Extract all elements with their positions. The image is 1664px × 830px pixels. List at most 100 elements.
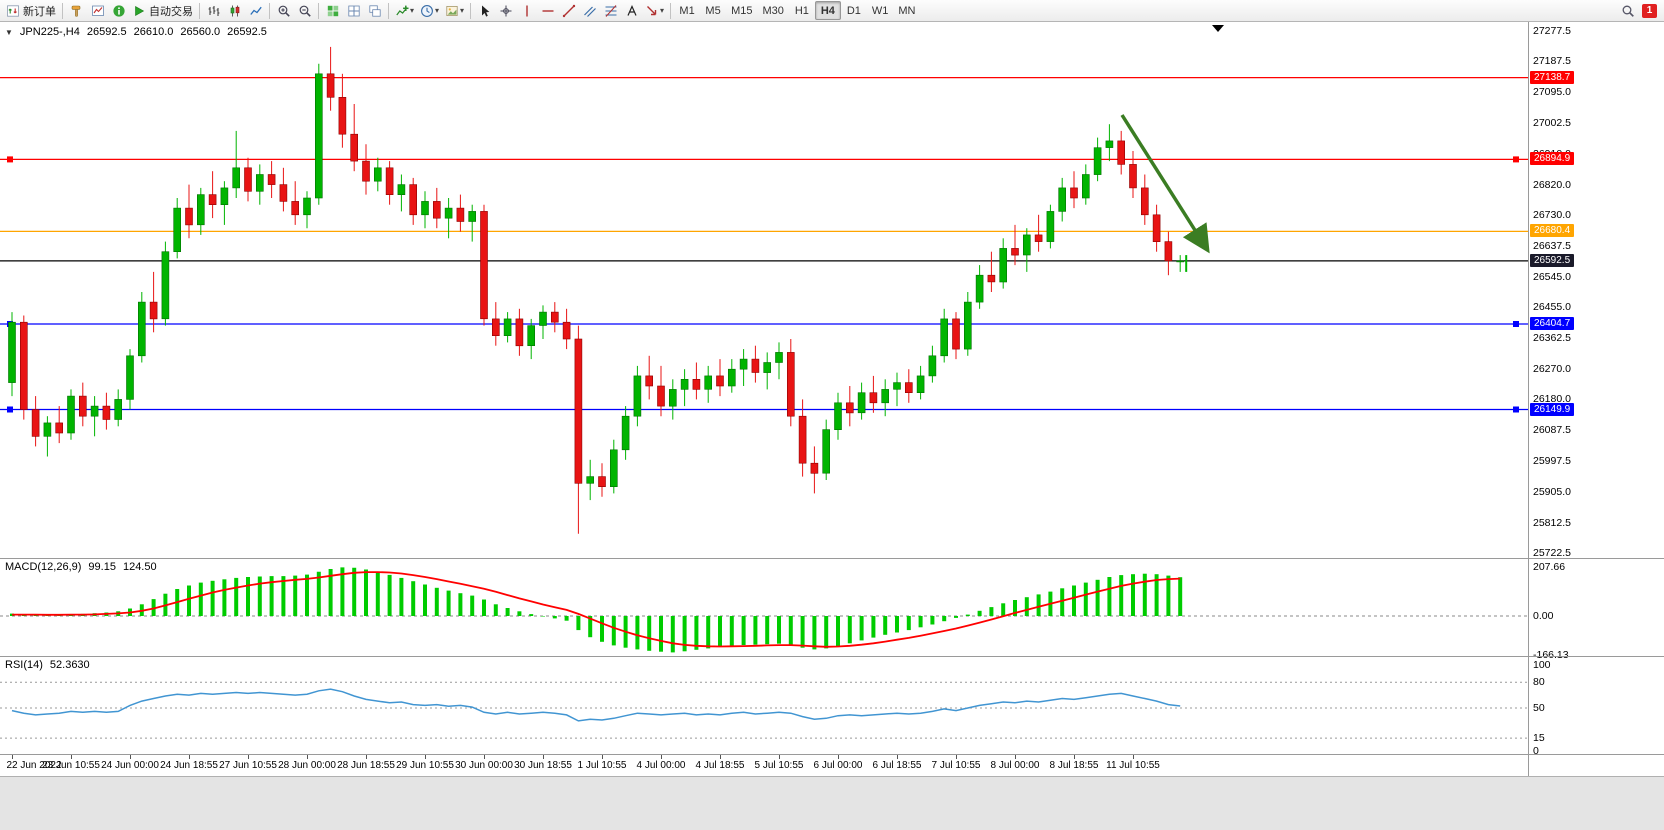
candle [1058, 177, 1066, 222]
arrange-windows-button[interactable] [343, 1, 364, 20]
level-line-26404.7[interactable] [0, 321, 1528, 327]
time-axis-tick [1133, 755, 1134, 759]
candle [397, 174, 406, 212]
timeframe-m15-button[interactable]: M15 [731, 4, 753, 17]
panel-divider[interactable] [0, 558, 1664, 559]
level-handle[interactable] [1513, 406, 1519, 413]
periods-button[interactable]: ▾ [417, 1, 442, 20]
hline-button[interactable] [537, 1, 558, 20]
level-handle[interactable] [7, 406, 13, 413]
candle [208, 171, 217, 219]
tools-button[interactable] [66, 1, 87, 20]
price-level-badge[interactable]: 26680.4 [1530, 224, 1575, 238]
price-level-badge[interactable]: 26894.9 [1530, 152, 1575, 166]
candle [197, 187, 205, 235]
macd-axis-label: -166.13 [1533, 649, 1569, 661]
level-handle[interactable] [7, 156, 13, 163]
macd-canvas[interactable] [0, 558, 1528, 656]
new-order-button[interactable]: 新订单 [3, 1, 59, 20]
price-axis-label: 25722.5 [1533, 547, 1571, 559]
time-axis-tick [1015, 755, 1016, 759]
autotrading-label: 自动交易 [149, 5, 193, 18]
fibonacci-button[interactable] [600, 1, 621, 20]
search-button[interactable] [1617, 1, 1638, 20]
macd-axis-label: 207.66 [1533, 561, 1566, 574]
tile-windows-button[interactable] [322, 1, 343, 20]
price-level-badge[interactable]: 26592.5 [1530, 253, 1575, 267]
cascade-windows-icon [368, 4, 382, 18]
new-order-icon [6, 4, 20, 18]
shapes-button[interactable]: ▾ [642, 1, 667, 20]
level-line-26149.9[interactable] [0, 406, 1528, 413]
chart-bars-button[interactable] [203, 1, 224, 20]
level-handle[interactable] [1513, 156, 1519, 163]
timeframe-m30-button[interactable]: M30 [762, 4, 784, 17]
cascade-windows-button[interactable] [364, 1, 385, 20]
level-line-26894.9[interactable] [0, 156, 1528, 163]
time-axis-tick [779, 755, 780, 759]
time-axis-label: 23 Jun 10:55 [42, 760, 100, 771]
channel-button[interactable] [579, 1, 600, 20]
chart-shift-marker[interactable] [1212, 25, 1224, 32]
price-axis-label: 25905.0 [1533, 485, 1571, 498]
level-handle[interactable] [1513, 321, 1519, 327]
panel-divider[interactable] [0, 656, 1664, 657]
indicators-button[interactable]: ▾ [392, 1, 417, 20]
timeframe-m5-button[interactable]: M5 [705, 4, 721, 17]
price-axis[interactable]: 27277.527187.527095.027002.526910.026820… [1529, 22, 1664, 776]
candle [185, 184, 193, 239]
hline-icon [541, 4, 555, 18]
templates-button[interactable]: ▾ [442, 1, 467, 20]
timeframe-h4-button[interactable]: H4 [814, 1, 841, 20]
candle [562, 308, 571, 350]
zoom-group [273, 1, 315, 20]
candle [916, 365, 925, 400]
trend-arrow[interactable] [1120, 114, 1210, 254]
text-button[interactable] [621, 1, 642, 20]
timeframe-w1-button[interactable]: W1 [871, 4, 889, 17]
candle [881, 379, 890, 417]
price-level-badge[interactable]: 26404.7 [1530, 316, 1575, 330]
candle [232, 130, 240, 198]
toolbar-separator [670, 2, 672, 19]
indicators-icon [395, 4, 409, 18]
zoom-out-button[interactable] [294, 1, 315, 20]
help-button[interactable] [108, 1, 129, 20]
chart-line-icon [249, 4, 263, 18]
main-chart-canvas[interactable] [0, 22, 1528, 558]
candle [928, 345, 937, 383]
vline-button[interactable] [516, 1, 537, 20]
price-level-badge[interactable]: 27138.7 [1530, 70, 1575, 84]
chart-line-button[interactable] [245, 1, 266, 20]
timeframe-d1-button[interactable]: D1 [846, 4, 861, 17]
macd-value2: 124.50 [122, 561, 157, 573]
candle [1152, 204, 1161, 252]
chevron-down-icon: ▾ [410, 6, 415, 15]
candle [138, 292, 146, 363]
candle [1117, 130, 1125, 175]
chevron-down-icon: ▾ [460, 6, 465, 15]
chart-menu-icon[interactable]: ▼ [5, 27, 13, 37]
crosshair-button[interactable] [495, 1, 516, 20]
rsi-axis-label: 80 [1533, 676, 1545, 689]
time-axis[interactable]: 22 Jun 2022 23 Jun 10:55 24 Jun 00:00 24 Ju… [0, 754, 1528, 776]
time-axis-label: 27 Jun 10:55 [219, 760, 277, 771]
time-axis-tick [189, 755, 190, 759]
timeframes-group: M1 M5 M15 M30 H1 H4 D1 W1 MN [674, 1, 920, 20]
notification-badge[interactable]: 1 [1642, 3, 1657, 18]
timeframe-mn-button[interactable]: MN [898, 4, 916, 17]
autotrading-button[interactable]: 自动交易 [129, 1, 196, 20]
zoom-in-button[interactable] [273, 1, 294, 20]
time-axis-label: 5 Jul 10:55 [754, 760, 804, 771]
new-chart-button[interactable] [87, 1, 108, 20]
chart-candles-button[interactable] [224, 1, 245, 20]
price-level-badge[interactable]: 26149.9 [1530, 402, 1575, 416]
rsi-line [11, 688, 1181, 722]
timeframe-m1-button[interactable]: M1 [679, 4, 695, 17]
timeframe-h1-button[interactable]: H1 [794, 4, 809, 17]
cursor-button[interactable] [474, 1, 495, 20]
trendline-button[interactable] [558, 1, 579, 20]
chart-type-group [203, 1, 266, 20]
rsi-canvas[interactable] [0, 656, 1528, 754]
chart-header: ▼ JPN225-,H4 26592.5 26610.0 26560.0 265… [5, 26, 267, 38]
